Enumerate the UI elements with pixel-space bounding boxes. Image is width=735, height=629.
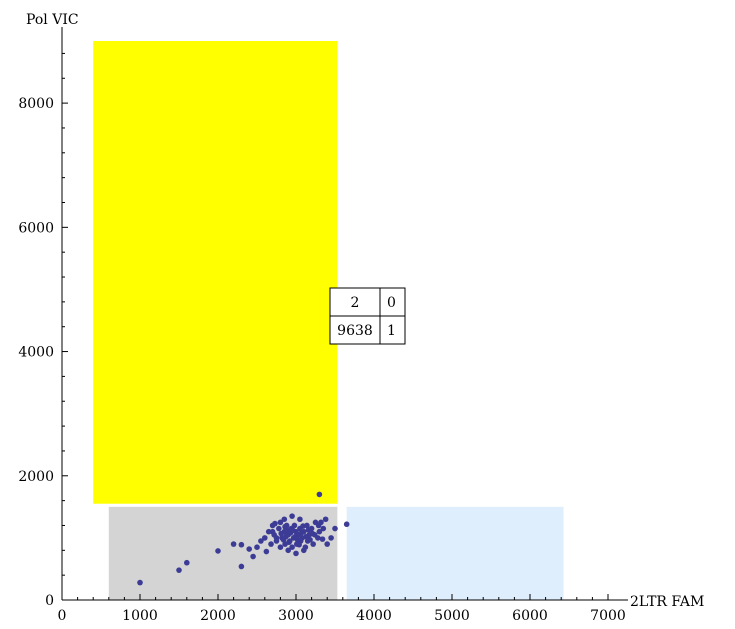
data-point bbox=[276, 525, 282, 532]
x-tick-label: 2000 bbox=[200, 608, 236, 624]
x-tick-label: 0 bbox=[58, 608, 67, 624]
data-point bbox=[230, 541, 237, 547]
y-tick-label: 6000 bbox=[18, 220, 54, 236]
data-point bbox=[238, 563, 245, 570]
gray-region bbox=[108, 506, 338, 600]
x-tick-label: 1000 bbox=[122, 608, 158, 624]
y-axis-label: Pol VIC bbox=[26, 12, 79, 28]
data-point bbox=[343, 521, 350, 528]
data-point bbox=[289, 513, 295, 519]
data-point bbox=[298, 530, 305, 536]
data-point bbox=[273, 535, 280, 541]
data-point bbox=[303, 533, 309, 540]
data-point bbox=[316, 491, 323, 498]
y-tick-label: 4000 bbox=[18, 345, 54, 361]
data-point bbox=[307, 536, 313, 543]
points-layer bbox=[137, 491, 350, 586]
data-point bbox=[272, 520, 278, 527]
data-point bbox=[246, 546, 252, 552]
data-point bbox=[310, 541, 316, 547]
data-point bbox=[176, 567, 182, 573]
yellow-region bbox=[93, 41, 338, 504]
x-tick-label: 3000 bbox=[278, 608, 314, 624]
data-point bbox=[286, 539, 292, 546]
data-point bbox=[269, 528, 276, 535]
data-point bbox=[294, 536, 301, 543]
data-point bbox=[296, 541, 302, 548]
data-point bbox=[278, 530, 284, 537]
data-point bbox=[184, 559, 190, 566]
x-tick-label: 7000 bbox=[590, 608, 626, 624]
data-point bbox=[322, 516, 329, 523]
data-point bbox=[280, 536, 287, 543]
data-point bbox=[289, 544, 295, 551]
data-point bbox=[300, 523, 306, 529]
count-table-cell: 2 bbox=[351, 295, 360, 311]
data-point bbox=[332, 525, 338, 532]
data-point bbox=[215, 548, 221, 554]
x-tick-label: 4000 bbox=[356, 608, 392, 624]
data-point bbox=[250, 553, 256, 560]
count-table-cell: 1 bbox=[387, 323, 396, 339]
data-point bbox=[305, 527, 312, 533]
data-point bbox=[282, 523, 288, 530]
data-point bbox=[137, 579, 143, 586]
data-point bbox=[291, 522, 298, 529]
data-point bbox=[320, 525, 327, 532]
data-point bbox=[324, 541, 331, 547]
regions-layer bbox=[93, 41, 564, 600]
data-point bbox=[311, 531, 318, 538]
y-tick-label: 8000 bbox=[18, 96, 54, 112]
data-point bbox=[265, 528, 272, 535]
data-point bbox=[285, 547, 292, 554]
data-point bbox=[262, 535, 268, 541]
y-tick-label: 2000 bbox=[18, 469, 54, 485]
x-tick-label: 5000 bbox=[434, 608, 470, 624]
data-point bbox=[316, 528, 323, 535]
data-point bbox=[297, 516, 303, 523]
blue-region bbox=[346, 506, 564, 600]
data-point bbox=[301, 547, 307, 554]
y-tick-label: 0 bbox=[45, 593, 54, 609]
axes-layer: 0 1000 2000 3000 4000 5000 6000 7000 0 2000 4000 60… bbox=[18, 27, 628, 624]
data-point bbox=[277, 544, 284, 551]
data-point bbox=[254, 544, 260, 551]
data-point bbox=[238, 541, 245, 548]
data-point bbox=[268, 541, 274, 547]
data-point bbox=[319, 536, 326, 542]
data-point bbox=[277, 519, 284, 526]
data-point bbox=[315, 522, 322, 529]
data-point bbox=[258, 538, 264, 544]
data-point bbox=[290, 527, 296, 534]
count-table-cell: 0 bbox=[387, 295, 396, 311]
count-table-cell: 9638 bbox=[337, 323, 373, 339]
data-point bbox=[293, 550, 299, 557]
data-point bbox=[263, 548, 270, 555]
count-table: 2 0 9638 1 bbox=[329, 287, 406, 345]
x-tick-label: 6000 bbox=[512, 608, 548, 624]
data-point bbox=[328, 535, 334, 541]
x-axis-label: 2LTR FAM bbox=[630, 594, 704, 610]
data-point bbox=[281, 516, 288, 523]
